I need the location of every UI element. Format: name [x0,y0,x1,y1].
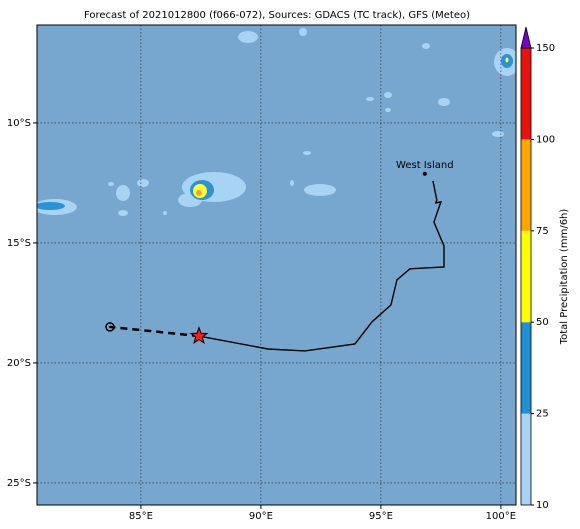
precipitation [37,28,516,216]
x-tick-label: 85°E [129,511,153,522]
colorbar-segment [521,322,531,414]
colorbar-segment [521,230,531,323]
place-label: West Island [396,160,454,171]
y-tick-label: 20°S [7,358,31,369]
y-tick-label: 10°S [7,118,31,129]
forecast-track [109,325,200,338]
map-frame [36,24,517,506]
place-marker [422,171,427,176]
y-tick-label: 25°S [7,478,31,489]
colorbar-segment [521,48,531,140]
colorbar-tick-label: 100 [536,134,555,145]
forecast-end-dot [108,325,111,328]
colorbar-tick-label: 150 [536,43,555,54]
colorbar-segment [521,413,531,505]
colorbar-tick-label: 25 [536,409,549,420]
past-track [198,180,445,352]
x-tick-label: 90°E [249,511,273,522]
x-tick-label: 95°E [369,511,393,522]
colorbar-tick-label: 50 [536,317,549,328]
colorbar-tick-label: 10 [536,500,549,511]
ocean [37,25,516,505]
colorbar-tick-label: 75 [536,226,549,237]
colorbar-extension [520,26,532,49]
colorbar-frame [520,47,532,506]
current-position [189,326,209,345]
colorbar-label: Total Precipitation (mm/6h) [559,209,570,346]
x-tick-label: 100°E [486,511,516,522]
map-layer: West Island [37,25,516,505]
y-tick-label: 15°S [7,238,31,249]
forecast-end [105,322,115,332]
map-title: Forecast of 2021012800 (f066-072), Sourc… [84,10,470,21]
colorbar-segment [521,139,531,231]
